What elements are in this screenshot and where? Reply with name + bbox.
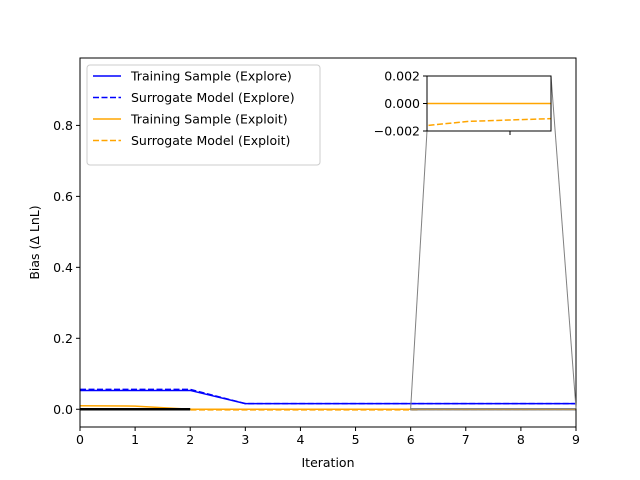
x-tick-label: 0 bbox=[76, 432, 84, 447]
series-line-1 bbox=[80, 389, 576, 405]
x-tick-label: 6 bbox=[407, 432, 415, 447]
x-tick-label: 5 bbox=[352, 432, 360, 447]
zoom-connector-line bbox=[410, 130, 428, 409]
y-tick-label: 0.0 bbox=[53, 402, 73, 417]
x-tick-label: 4 bbox=[296, 432, 304, 447]
y-tick-label: 0.6 bbox=[53, 189, 73, 204]
main-plot-area: 0 1 2 3 4 5 6 7 8 9 0.0 0.2 0.4 0.6 0.8 Iteration Bias (… bbox=[27, 57, 580, 470]
zoom-connector-line bbox=[550, 75, 577, 409]
x-tick-label: 1 bbox=[131, 432, 139, 447]
y-axis-label: Bias (Δ LnL) bbox=[27, 205, 42, 279]
x-tick-label: 2 bbox=[186, 432, 194, 447]
legend-label: Surrogate Model (Exploit) bbox=[131, 133, 290, 148]
y-tick-label: 0.8 bbox=[53, 118, 73, 133]
inset-y-tick-label: 0.000 bbox=[384, 96, 420, 111]
axes-frame bbox=[79, 57, 577, 428]
inset-y-tick-label: 0.002 bbox=[384, 69, 420, 84]
inset-plot-area: 0.002 0.000 −0.002 bbox=[374, 69, 577, 409]
x-axis-label: Iteration bbox=[301, 455, 354, 470]
inset-y-tick-label: −0.002 bbox=[374, 124, 420, 139]
legend-label: Surrogate Model (Explore) bbox=[131, 90, 295, 105]
y-tick-label: 0.2 bbox=[53, 331, 73, 346]
legend-label: Training Sample (Exploit) bbox=[130, 112, 288, 127]
inset-series-group bbox=[427, 102, 551, 127]
x-tick-label: 7 bbox=[462, 432, 470, 447]
legend-box bbox=[86, 64, 321, 166]
inset-series-line-3 bbox=[427, 102, 551, 105]
x-tick-label: 3 bbox=[241, 432, 249, 447]
legend-label: Training Sample (Explore) bbox=[130, 69, 292, 84]
legend: Training Sample (Explore) Surrogate Model… bbox=[86, 64, 321, 166]
x-tick-label: 8 bbox=[517, 432, 525, 447]
inset-series-line-4 bbox=[427, 117, 551, 127]
y-tick-label: 0.4 bbox=[53, 260, 73, 275]
series-line-2 bbox=[80, 388, 576, 405]
x-tick-label: 9 bbox=[572, 432, 580, 447]
